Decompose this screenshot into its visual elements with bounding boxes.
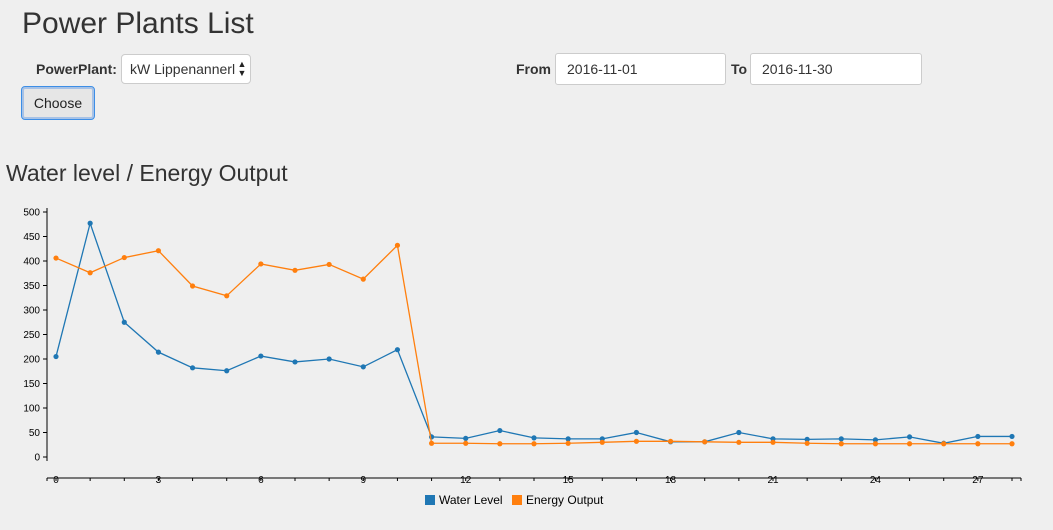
- data-point: [531, 435, 537, 441]
- data-point: [565, 436, 571, 442]
- data-point: [599, 439, 605, 445]
- x-tick-label: 3: [156, 475, 162, 486]
- data-point: [155, 248, 162, 254]
- chart-title: Water level / Energy Output: [6, 160, 288, 186]
- data-point: [292, 359, 298, 365]
- y-tick-label: 50: [29, 428, 41, 439]
- data-point: [121, 254, 127, 261]
- x-tick-label: 24: [870, 475, 882, 486]
- data-point: [360, 276, 366, 282]
- x-tick-label: 0: [53, 475, 59, 486]
- data-point: [531, 441, 537, 447]
- data-point: [804, 436, 810, 442]
- series-line-energy-output: [55, 243, 1012, 445]
- data-point: [155, 349, 162, 355]
- data-point: [633, 438, 640, 444]
- data-point: [838, 441, 844, 447]
- x-tick-label: 15: [563, 475, 575, 486]
- data-point: [224, 293, 230, 299]
- data-point: [326, 261, 332, 268]
- from-date-input[interactable]: 2016-11-01: [555, 53, 726, 85]
- data-point: [497, 441, 503, 447]
- data-point: [394, 242, 401, 248]
- legend-entry: Energy Output: [526, 493, 604, 507]
- x-tick-label: 18: [665, 475, 677, 486]
- y-tick-label: 300: [23, 306, 40, 317]
- data-point: [804, 440, 810, 446]
- y-tick-label: 350: [23, 281, 40, 292]
- y-tick-label: 450: [23, 232, 40, 243]
- page-title: Power Plants List: [22, 7, 254, 40]
- data-point: [258, 261, 264, 267]
- data-point: [838, 436, 844, 442]
- data-point: [736, 429, 742, 436]
- legend-entry: Water Level: [439, 493, 503, 507]
- data-point: [565, 440, 571, 446]
- data-point: [394, 347, 401, 353]
- from-label: From: [516, 61, 551, 77]
- data-point: [906, 441, 913, 447]
- data-point: [906, 434, 913, 440]
- data-point: [189, 283, 196, 289]
- to-label: To: [731, 61, 748, 77]
- data-point: [53, 353, 59, 360]
- data-point: [87, 270, 93, 276]
- data-point: [975, 433, 981, 440]
- x-tick-label: 21: [767, 475, 779, 486]
- data-point: [428, 440, 435, 446]
- legend-swatch: [512, 495, 522, 505]
- data-point: [1009, 433, 1015, 440]
- data-point: [941, 441, 947, 447]
- data-point: [292, 267, 298, 273]
- data-point: [258, 353, 264, 359]
- data-point: [121, 319, 127, 325]
- x-tick-label: 6: [258, 475, 264, 486]
- data-point: [53, 255, 59, 261]
- data-point: [360, 364, 366, 370]
- data-point: [497, 427, 503, 434]
- data-point: [463, 440, 469, 446]
- data-point: [736, 439, 742, 445]
- y-tick-label: 100: [23, 404, 40, 415]
- select-arrows-icon: ▲ ▼: [237, 55, 247, 83]
- data-point: [667, 438, 674, 444]
- x-tick-label: 27: [972, 475, 984, 486]
- data-point: [872, 437, 879, 443]
- x-tick-label: 9: [361, 475, 367, 486]
- data-point: [189, 365, 196, 371]
- data-point: [633, 429, 640, 436]
- x-tick-label: 12: [460, 475, 472, 486]
- data-point: [770, 439, 776, 445]
- data-point: [975, 441, 981, 447]
- y-tick-label: 250: [23, 330, 40, 341]
- powerplant-label: PowerPlant:: [36, 61, 117, 77]
- y-tick-label: 400: [23, 257, 40, 268]
- powerplant-select[interactable]: kW Lippenannerl ▲ ▼: [121, 54, 251, 84]
- to-date-input[interactable]: 2016-11-30: [750, 53, 922, 85]
- legend-swatch: [425, 495, 435, 505]
- y-tick-label: 200: [23, 355, 40, 366]
- data-point: [702, 439, 708, 445]
- data-point: [326, 356, 332, 362]
- data-point: [1009, 441, 1015, 447]
- y-tick-label: 500: [23, 208, 40, 219]
- data-point: [872, 441, 879, 447]
- data-point: [87, 220, 93, 226]
- y-tick-label: 150: [23, 379, 40, 390]
- data-point: [463, 435, 469, 441]
- y-tick-label: 0: [34, 453, 40, 464]
- choose-button[interactable]: Choose: [21, 86, 95, 120]
- series-line-water-level: [55, 221, 1012, 444]
- powerplant-select-value: kW Lippenannerl: [130, 61, 236, 77]
- data-point: [224, 368, 230, 374]
